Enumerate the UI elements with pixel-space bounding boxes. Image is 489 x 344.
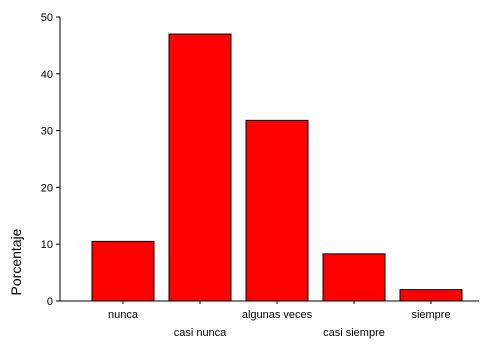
y-tick-label: 20 [41, 182, 53, 194]
y-tick-label: 30 [41, 126, 53, 138]
axes-layer [59, 17, 479, 302]
x-tick-label: nunca [108, 309, 139, 321]
x-ticks: nunca casi nunca algunas veces casi siempre… [108, 301, 451, 339]
bar-siempre [399, 289, 463, 302]
bar-casi-siempre [322, 253, 386, 302]
bars-layer [91, 33, 463, 302]
x-tick-label: casi siempre [323, 327, 385, 339]
x-tick-label: algunas veces [242, 309, 313, 321]
y-tick-label: 50 [41, 12, 53, 24]
y-tick-label: 10 [41, 239, 53, 251]
bar-algunas-veces [245, 119, 309, 302]
y-tick-label: 40 [41, 69, 53, 81]
x-tick-label: siempre [411, 309, 450, 321]
y-ticks: 0 10 20 30 40 50 [41, 12, 60, 308]
bar-casi-nunca [168, 33, 232, 302]
y-tick-label: 0 [47, 296, 53, 308]
bar-nunca [91, 240, 155, 302]
y-axis-label: Porcentaje [8, 228, 24, 295]
x-tick-label: casi nunca [174, 327, 227, 339]
